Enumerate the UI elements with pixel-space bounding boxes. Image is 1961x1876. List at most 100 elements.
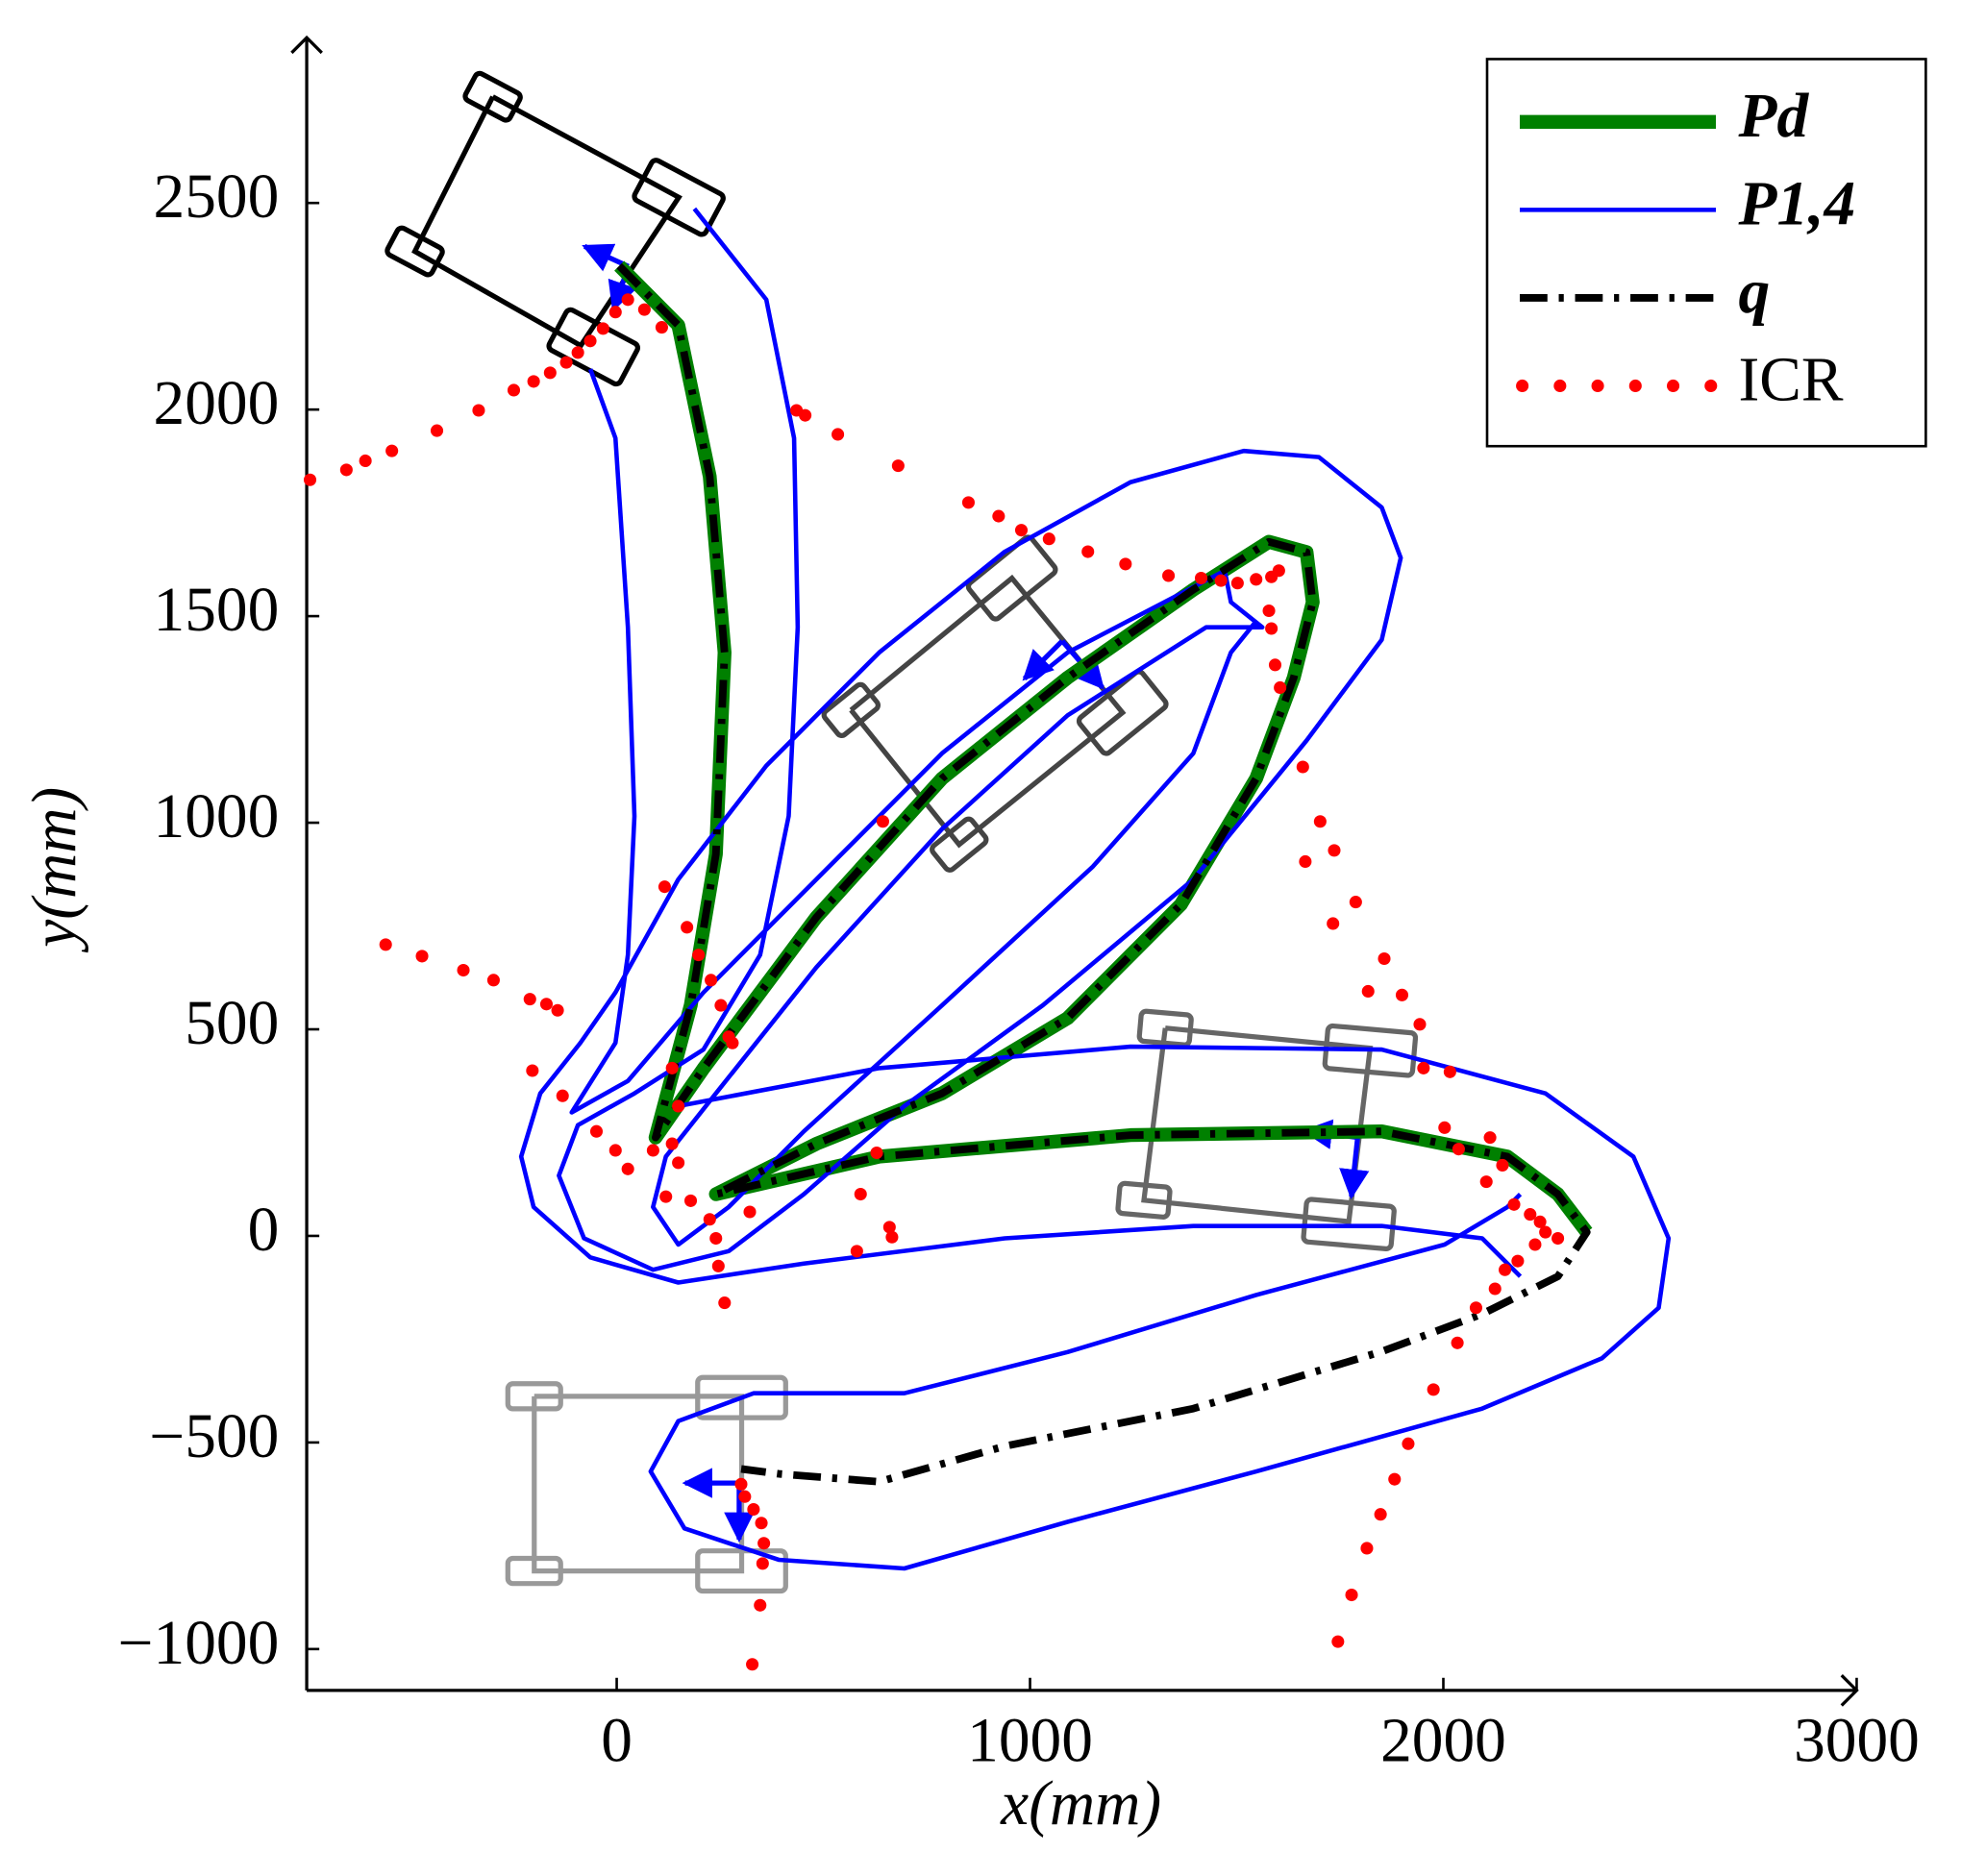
icr-point bbox=[1443, 1065, 1456, 1078]
icr-point bbox=[637, 303, 651, 316]
x-tick-label: 2000 bbox=[1380, 1707, 1506, 1776]
wheel bbox=[385, 225, 445, 278]
icr-point bbox=[527, 375, 540, 388]
wheel bbox=[1115, 1180, 1173, 1220]
icr-point bbox=[571, 346, 584, 359]
icr-point bbox=[832, 428, 845, 441]
wheel bbox=[505, 1555, 563, 1587]
icr-point bbox=[850, 1245, 863, 1258]
series-line bbox=[569, 368, 1265, 1247]
icr-point bbox=[754, 1598, 767, 1612]
icr-point bbox=[672, 1156, 685, 1170]
legend-marker bbox=[1516, 379, 1529, 393]
icr-point bbox=[1378, 951, 1391, 966]
icr-point bbox=[734, 1477, 748, 1491]
legend-marker bbox=[1704, 379, 1718, 393]
icr-point bbox=[1194, 572, 1208, 585]
icr-point bbox=[1469, 1301, 1482, 1315]
icr-point bbox=[1551, 1231, 1565, 1246]
icr-point bbox=[1162, 569, 1176, 582]
icr-point bbox=[1417, 1061, 1430, 1074]
wheel bbox=[695, 1548, 788, 1594]
icr-point bbox=[743, 1205, 757, 1219]
y-tick-label: 2500 bbox=[154, 162, 280, 232]
icr-point bbox=[1524, 1208, 1537, 1222]
robot-frame bbox=[411, 94, 683, 350]
data-layer bbox=[303, 207, 1672, 1671]
icr-point bbox=[757, 1537, 771, 1550]
icr-point bbox=[556, 1089, 569, 1102]
icr-point bbox=[1360, 1542, 1374, 1555]
wheel bbox=[632, 158, 726, 237]
icr-point bbox=[1331, 1635, 1345, 1648]
y-tick-label: 500 bbox=[185, 989, 279, 1058]
icr-point bbox=[539, 998, 553, 1011]
icr-point bbox=[705, 974, 718, 987]
legend-label: q bbox=[1739, 258, 1771, 327]
icr-point bbox=[992, 509, 1005, 523]
series-line bbox=[518, 207, 1523, 1285]
icr-point bbox=[486, 974, 500, 987]
icr-point bbox=[882, 1221, 896, 1234]
icr-point bbox=[1268, 658, 1282, 672]
icr-point bbox=[1533, 1215, 1547, 1228]
icr-point bbox=[672, 1099, 685, 1113]
icr-point bbox=[961, 496, 975, 509]
icr-point bbox=[1081, 545, 1095, 558]
arrow bbox=[1339, 1137, 1370, 1200]
icr-point bbox=[885, 1230, 899, 1244]
icr-point bbox=[583, 334, 597, 348]
icr-point bbox=[1119, 557, 1132, 571]
icr-point bbox=[646, 1144, 659, 1157]
icr-point bbox=[507, 383, 521, 397]
robot-frame bbox=[532, 1394, 745, 1574]
icr-point bbox=[891, 459, 905, 473]
wheel bbox=[930, 816, 989, 873]
icr-point bbox=[339, 463, 353, 477]
icr-point bbox=[665, 1137, 679, 1150]
plot-area: 0 1000 2000 3000 −1000 −500 0 500 1000 1500 2000 25… bbox=[118, 35, 1927, 1776]
icr-point bbox=[1349, 896, 1362, 909]
icr-point bbox=[523, 993, 536, 1006]
wheel bbox=[695, 1374, 788, 1420]
icr-point bbox=[589, 1124, 604, 1138]
icr-point bbox=[683, 1194, 698, 1207]
icr-point bbox=[1402, 1437, 1415, 1450]
icr-point bbox=[658, 880, 671, 894]
icr-point bbox=[756, 1557, 769, 1570]
icr-point bbox=[430, 424, 444, 437]
icr-point bbox=[665, 1061, 679, 1074]
icr-point bbox=[472, 404, 485, 417]
icr-point bbox=[799, 408, 812, 422]
legend-label: ICR bbox=[1739, 345, 1844, 414]
y-tick-label: −500 bbox=[149, 1402, 279, 1471]
icr-point bbox=[711, 1259, 725, 1272]
wheel bbox=[965, 534, 1058, 622]
icr-point bbox=[1374, 1508, 1387, 1521]
icr-point bbox=[543, 366, 557, 380]
icr-point bbox=[379, 938, 392, 951]
x-tick-label: 0 bbox=[601, 1707, 633, 1776]
icr-point bbox=[746, 1658, 759, 1671]
icr-point bbox=[1395, 988, 1409, 1001]
y-axis bbox=[290, 35, 323, 1691]
arrow bbox=[582, 243, 630, 272]
icr-point bbox=[738, 1490, 752, 1503]
x-tick-label: 1000 bbox=[967, 1707, 1093, 1776]
wheel bbox=[1136, 1008, 1194, 1048]
icr-point bbox=[1299, 854, 1312, 869]
icr-point bbox=[1388, 1472, 1402, 1486]
icr-point bbox=[1483, 1131, 1497, 1145]
legend-label: Pd bbox=[1738, 82, 1810, 151]
icr-point bbox=[1042, 532, 1055, 546]
legend-label: P1,4 bbox=[1738, 169, 1856, 238]
wheel bbox=[462, 70, 523, 123]
icr-point bbox=[1507, 1197, 1521, 1211]
icr-point bbox=[1262, 604, 1276, 618]
icr-point bbox=[681, 921, 694, 934]
wheel bbox=[821, 681, 881, 738]
icr-point bbox=[1451, 1336, 1464, 1349]
icr-point bbox=[1230, 577, 1244, 590]
y-tick-label: −1000 bbox=[118, 1609, 280, 1678]
